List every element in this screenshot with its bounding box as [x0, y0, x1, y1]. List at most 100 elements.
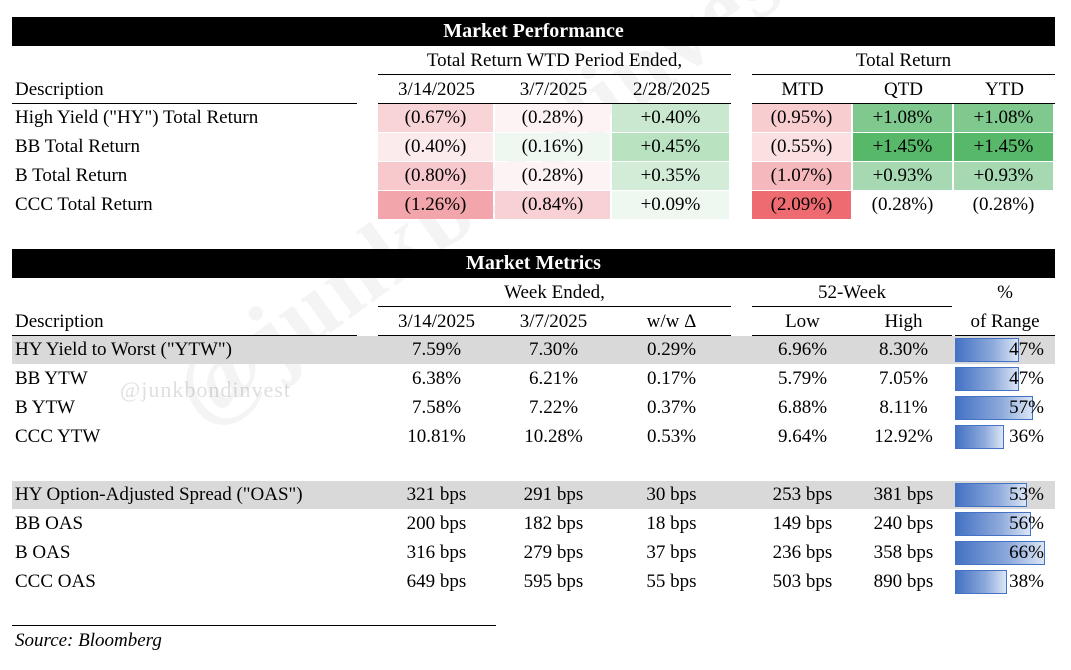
performance-value-cell: (0.40%) [378, 133, 493, 161]
metrics-row-label: CCC YTW [15, 426, 101, 447]
metrics-value-cell: 8.30% [878, 339, 929, 360]
performance-value-cell: +1.08% [954, 104, 1053, 132]
performance-value-cell: +1.08% [853, 104, 952, 132]
watermark-handle: @junkbondinvest [120, 377, 291, 402]
highlight-row [12, 481, 1055, 509]
performance-value-cell: (0.67%) [378, 104, 493, 132]
performance-col-header: MTD [781, 79, 824, 100]
pct-range-bar [955, 512, 1031, 536]
metrics-pct-underline [955, 335, 1055, 336]
52-week-group-header: 52-Week [817, 282, 887, 303]
pct-range-bar [955, 367, 1019, 391]
performance-value-cell: (1.26%) [378, 191, 493, 219]
metrics-value-cell: 8.11% [879, 397, 928, 418]
performance-value-cell: (1.07%) [752, 162, 851, 190]
metrics-value-cell: 10.81% [407, 426, 466, 447]
performance-value-cell: +0.93% [853, 162, 952, 190]
metrics-value-cell: 240 bps [873, 513, 934, 534]
metrics-value-cell: 649 bps [406, 571, 467, 592]
pct-range-value: 56% [1009, 513, 1044, 534]
52-week-underline [752, 306, 952, 307]
metrics-52-underline [752, 335, 952, 336]
metrics-value-cell: 7.22% [528, 397, 579, 418]
metrics-row-label: B OAS [15, 542, 71, 563]
pct-range-value: 47% [1009, 339, 1044, 360]
metrics-value-cell: 279 bps [523, 542, 584, 563]
metrics-col-header: w/w Δ [646, 311, 697, 332]
metrics-value-cell: 291 bps [523, 484, 584, 505]
metrics-col-header: High [884, 311, 923, 332]
metrics-row-label: CCC OAS [15, 571, 96, 592]
performance-value-cell: (0.55%) [752, 133, 851, 161]
metrics-value-cell: 37 bps [646, 542, 697, 563]
pct-range-value: 66% [1009, 542, 1044, 563]
performance-col-header: 3/14/2025 [397, 79, 476, 100]
performance-description-header: Description [15, 79, 104, 100]
market-metrics-title: Market Metrics [12, 249, 1055, 278]
pct-range-bar [955, 338, 1019, 362]
pct-range-value: 53% [1009, 484, 1044, 505]
metrics-value-cell: 9.64% [777, 426, 828, 447]
pct-range-value: 47% [1009, 368, 1044, 389]
metrics-col-header: 3/7/2025 [519, 311, 588, 332]
metrics-description-header: Description [15, 311, 104, 332]
metrics-col-header: 3/14/2025 [397, 311, 476, 332]
performance-value-cell: (2.09%) [752, 191, 851, 219]
highlight-row [12, 336, 1055, 364]
metrics-value-cell: 236 bps [772, 542, 833, 563]
performance-value-cell: +0.35% [612, 162, 729, 190]
performance-value-cell: (0.28%) [954, 191, 1053, 219]
pct-range-value: 38% [1009, 571, 1044, 592]
performance-value-cell: (0.84%) [495, 191, 610, 219]
metrics-value-cell: 6.38% [411, 368, 462, 389]
source-note: Source: Bloomberg [15, 630, 162, 651]
metrics-row-label: HY Option-Adjusted Spread ("OAS") [15, 484, 303, 505]
performance-row-label: B Total Return [15, 165, 128, 186]
performance-row-label: CCC Total Return [15, 194, 153, 215]
performance-value-cell: (0.28%) [495, 104, 610, 132]
metrics-value-cell: 0.17% [646, 368, 697, 389]
metrics-col-header: Low [785, 311, 820, 332]
week-ended-group-header: Week Ended, [504, 282, 605, 303]
metrics-value-cell: 316 bps [406, 542, 467, 563]
performance-value-cell: +1.45% [954, 133, 1053, 161]
metrics-desc-underline [12, 335, 357, 336]
metrics-row-label: B YTW [15, 397, 75, 418]
total-return-group-header: Total Return [855, 50, 952, 71]
performance-row-label: BB Total Return [15, 136, 140, 157]
wtd-group-underline [378, 74, 731, 75]
performance-value-cell: +0.93% [954, 162, 1053, 190]
performance-value-cell: +1.45% [853, 133, 952, 161]
metrics-value-cell: 253 bps [772, 484, 833, 505]
metrics-value-cell: 503 bps [772, 571, 833, 592]
metrics-value-cell: 55 bps [646, 571, 697, 592]
performance-col-header: QTD [883, 79, 924, 100]
metrics-value-cell: 7.59% [411, 339, 462, 360]
week-ended-underline [378, 306, 731, 307]
performance-wtd-underline [378, 103, 731, 104]
metrics-value-cell: 6.21% [528, 368, 579, 389]
metrics-row-label: HY Yield to Worst ("YTW") [15, 339, 232, 360]
metrics-value-cell: 6.88% [777, 397, 828, 418]
performance-desc-underline [12, 103, 357, 104]
performance-col-header: 3/7/2025 [519, 79, 588, 100]
metrics-value-cell: 595 bps [523, 571, 584, 592]
pct-range-bar [955, 483, 1027, 507]
metrics-value-cell: 0.37% [646, 397, 697, 418]
metrics-value-cell: 200 bps [406, 513, 467, 534]
performance-value-cell: (0.80%) [378, 162, 493, 190]
metrics-value-cell: 321 bps [406, 484, 467, 505]
performance-value-cell: (0.28%) [853, 191, 952, 219]
source-rule [12, 625, 496, 626]
metrics-value-cell: 10.28% [524, 426, 583, 447]
metrics-value-cell: 149 bps [772, 513, 833, 534]
metrics-value-cell: 0.29% [646, 339, 697, 360]
performance-value-cell: +0.40% [612, 104, 729, 132]
metrics-value-cell: 7.58% [411, 397, 462, 418]
performance-col-header: 2/28/2025 [632, 79, 711, 100]
metrics-week-underline [378, 335, 731, 336]
metrics-value-cell: 381 bps [873, 484, 934, 505]
metrics-value-cell: 30 bps [646, 484, 697, 505]
metrics-row-label: BB OAS [15, 513, 84, 534]
metrics-value-cell: 7.05% [878, 368, 929, 389]
